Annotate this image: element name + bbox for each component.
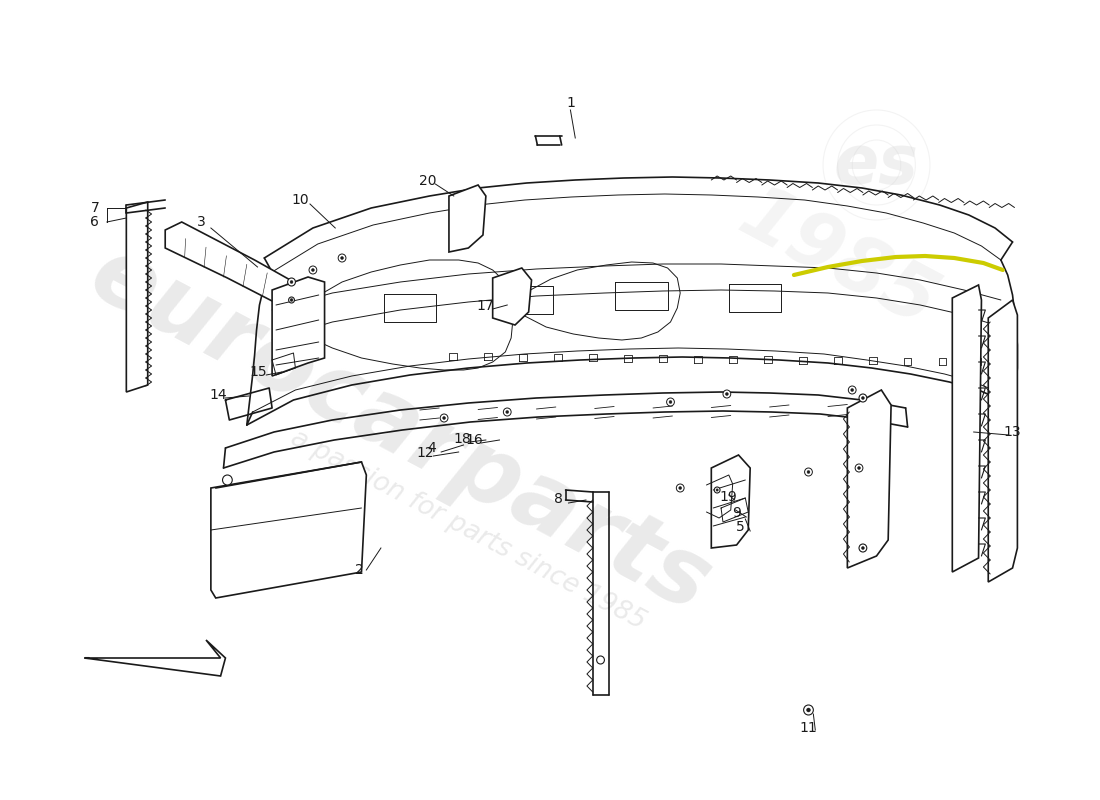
Circle shape <box>806 708 811 712</box>
Polygon shape <box>272 277 324 376</box>
Polygon shape <box>165 222 318 316</box>
Circle shape <box>679 486 682 490</box>
Text: 1: 1 <box>566 96 575 110</box>
Circle shape <box>807 470 810 474</box>
Circle shape <box>669 401 672 403</box>
Polygon shape <box>126 202 147 392</box>
Text: 19: 19 <box>719 490 737 504</box>
Text: 7: 7 <box>90 201 99 215</box>
Text: 2: 2 <box>355 563 364 577</box>
Circle shape <box>723 390 730 398</box>
Circle shape <box>667 398 674 406</box>
Circle shape <box>716 489 718 491</box>
Text: 5: 5 <box>736 520 745 534</box>
Text: 11: 11 <box>800 721 817 735</box>
Text: 13: 13 <box>1003 425 1022 439</box>
Text: es: es <box>834 132 918 198</box>
Circle shape <box>714 487 720 493</box>
Circle shape <box>855 464 862 472</box>
Circle shape <box>859 394 867 402</box>
Text: 1985: 1985 <box>726 178 949 342</box>
Text: 9: 9 <box>733 506 741 520</box>
Circle shape <box>859 544 867 552</box>
Circle shape <box>290 298 293 302</box>
Circle shape <box>804 468 813 476</box>
Circle shape <box>861 397 865 399</box>
Text: 10: 10 <box>292 193 309 207</box>
Circle shape <box>596 656 604 664</box>
Circle shape <box>804 705 813 715</box>
Polygon shape <box>493 268 531 325</box>
Polygon shape <box>953 285 981 572</box>
Circle shape <box>338 254 345 262</box>
Circle shape <box>290 281 293 283</box>
Circle shape <box>858 466 860 470</box>
Polygon shape <box>85 640 226 676</box>
Text: 12: 12 <box>417 446 434 460</box>
Text: 18: 18 <box>453 432 472 446</box>
Polygon shape <box>712 455 750 548</box>
Circle shape <box>222 475 232 485</box>
Text: 20: 20 <box>419 174 437 188</box>
Circle shape <box>288 297 295 303</box>
Text: eurocarparts: eurocarparts <box>75 228 726 632</box>
Polygon shape <box>449 185 486 252</box>
Text: a passion for parts since 1985: a passion for parts since 1985 <box>286 425 650 635</box>
Circle shape <box>341 257 343 259</box>
Text: 6: 6 <box>90 215 99 229</box>
Text: 3: 3 <box>197 215 206 229</box>
Circle shape <box>861 546 865 550</box>
Text: 16: 16 <box>465 433 483 447</box>
Circle shape <box>506 410 508 414</box>
Polygon shape <box>988 300 1018 582</box>
Text: 17: 17 <box>476 299 494 313</box>
Circle shape <box>676 484 684 492</box>
Text: 4: 4 <box>427 441 436 455</box>
Circle shape <box>442 417 446 419</box>
Circle shape <box>848 386 856 394</box>
Circle shape <box>504 408 512 416</box>
Polygon shape <box>211 462 366 598</box>
Polygon shape <box>847 390 891 568</box>
Circle shape <box>287 278 296 286</box>
Circle shape <box>309 266 317 274</box>
Circle shape <box>440 414 448 422</box>
Text: 15: 15 <box>250 365 267 379</box>
Circle shape <box>725 393 728 395</box>
Circle shape <box>850 389 854 391</box>
Text: 8: 8 <box>554 492 563 506</box>
Text: 14: 14 <box>210 388 228 402</box>
Circle shape <box>311 269 315 271</box>
